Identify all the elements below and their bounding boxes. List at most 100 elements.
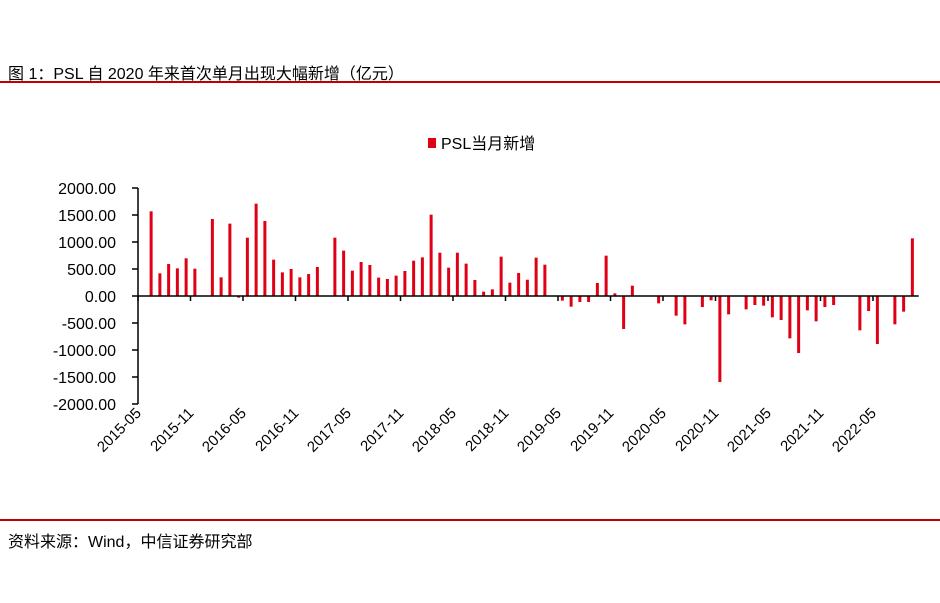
bar <box>245 237 249 296</box>
y-tick-label: -500.00 <box>62 316 116 333</box>
x-tick-label: 2020-05 <box>619 405 670 456</box>
x-tick-label: 2016-11 <box>252 405 302 455</box>
bar <box>149 211 153 296</box>
bar <box>560 296 564 301</box>
bar <box>674 296 678 316</box>
bar <box>508 282 512 296</box>
bar <box>622 296 626 329</box>
bar <box>805 296 809 311</box>
bar <box>832 296 836 306</box>
bar <box>412 260 416 296</box>
y-tick-label: -1500.00 <box>53 370 116 387</box>
bar <box>237 296 241 298</box>
bar <box>902 296 906 312</box>
bar <box>797 296 801 354</box>
bar <box>377 277 381 296</box>
bar <box>595 282 599 296</box>
bar <box>788 296 792 339</box>
bar <box>228 223 232 296</box>
bar <box>578 296 582 302</box>
source-note: 资料来源：Wind，中信证券研究部 <box>8 534 253 551</box>
bar <box>569 296 573 307</box>
bar <box>525 279 529 296</box>
bar <box>762 296 766 306</box>
bar <box>482 291 486 296</box>
bar <box>394 275 398 296</box>
title-rule <box>0 81 940 83</box>
y-tick-label: 0.00 <box>85 289 116 306</box>
x-tick-label: 2021-05 <box>724 405 775 456</box>
bar <box>657 296 661 304</box>
bar <box>814 296 818 322</box>
bar <box>420 257 424 296</box>
bar <box>744 296 748 310</box>
bar <box>875 296 879 345</box>
bar <box>770 296 774 318</box>
psl-bar-chart: PSL当月新增 2000.00 1500.00 1000.00 500.00 0.00 -5… <box>53 135 919 456</box>
bar <box>700 296 704 308</box>
bar <box>263 220 267 296</box>
bar <box>490 289 494 296</box>
bar <box>315 267 319 296</box>
bar <box>893 296 897 325</box>
bar <box>499 256 503 296</box>
bar <box>219 277 223 296</box>
x-tick-label: 2021-11 <box>777 405 827 455</box>
bar <box>683 296 687 325</box>
bar <box>359 261 363 296</box>
y-tick-label: 1000.00 <box>58 235 116 252</box>
bar <box>254 203 258 296</box>
y-tick-label: 2000.00 <box>58 181 116 198</box>
bar <box>779 296 783 320</box>
bar <box>709 296 713 301</box>
x-tick-label: 2019-05 <box>514 405 565 456</box>
bar <box>858 296 862 331</box>
bar <box>517 272 521 296</box>
bar <box>272 259 276 296</box>
bar <box>193 268 197 296</box>
bar <box>587 296 591 302</box>
bar <box>342 250 346 296</box>
bar <box>307 274 311 296</box>
bar <box>727 296 731 315</box>
bar <box>753 296 757 306</box>
bar <box>604 255 608 296</box>
bar <box>333 237 337 296</box>
x-tick-label: 2015-11 <box>147 405 197 455</box>
bar <box>429 214 433 296</box>
bar <box>167 263 171 296</box>
bar <box>158 273 162 296</box>
bar <box>543 264 547 296</box>
bar <box>368 265 372 296</box>
bar <box>403 270 407 296</box>
bar <box>350 270 354 296</box>
bar <box>455 252 459 296</box>
y-tick-label: -2000.00 <box>53 397 116 414</box>
x-tick-label: 2016-05 <box>199 405 250 456</box>
bar <box>184 258 188 296</box>
figure-title: 图 1：PSL 自 2020 年来首次单月出现大幅新增（亿元） <box>8 66 404 83</box>
bar <box>175 268 179 296</box>
x-tick-label: 2022-05 <box>829 405 880 456</box>
x-tick-label: 2017-05 <box>304 405 355 456</box>
y-tick-label: 1500.00 <box>58 208 116 225</box>
bar <box>473 280 477 296</box>
bar <box>447 267 451 296</box>
y-tick-label: -1000.00 <box>53 343 116 360</box>
bar <box>289 269 293 296</box>
x-tick-label: 2020-11 <box>672 405 722 455</box>
bar <box>910 238 914 296</box>
x-tick-label: 2019-11 <box>567 405 617 455</box>
legend-swatch <box>428 138 436 148</box>
bar <box>385 278 389 296</box>
bar <box>298 277 302 296</box>
bar <box>867 296 871 312</box>
source-rule <box>0 519 940 521</box>
bar <box>280 272 284 296</box>
bar <box>630 285 634 296</box>
bar <box>823 296 827 308</box>
bar <box>718 296 722 383</box>
x-tick-label: 2018-11 <box>462 405 512 455</box>
bar <box>464 263 468 296</box>
bar <box>210 218 214 296</box>
